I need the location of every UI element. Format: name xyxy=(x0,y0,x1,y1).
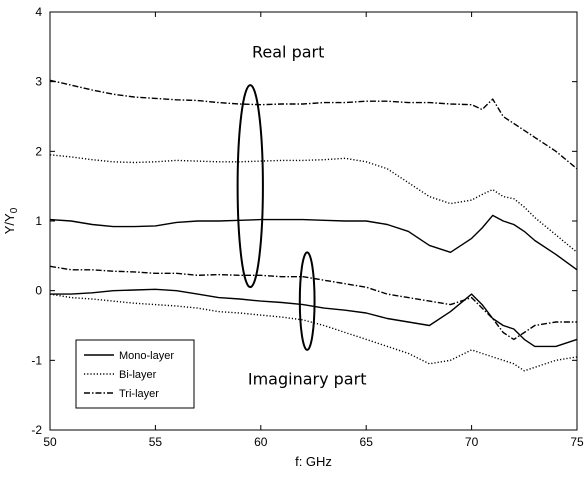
x-tick-label: 65 xyxy=(360,435,374,449)
ellipse-real xyxy=(236,84,264,289)
legend-label-bi: Bi-layer xyxy=(119,369,157,381)
series-line-mono-layer-imaginary xyxy=(50,288,578,348)
x-tick-label: 70 xyxy=(465,435,479,449)
tick-layer: 50 55 60 65 70 75 -2 -1 0 1 2 3 4 xyxy=(31,5,584,449)
series-line-tri-layer-real xyxy=(49,79,578,170)
series-line-bi-layer-imaginary xyxy=(49,293,578,372)
legend-label-tri: Tri-layer xyxy=(119,388,159,400)
y-axis-title: Y/Y0 xyxy=(2,207,20,234)
series-line-tri-layer-imaginary xyxy=(49,265,577,341)
legend-box xyxy=(75,339,195,409)
y-tick-label: 3 xyxy=(35,75,42,89)
ellipse-imaginary xyxy=(298,251,316,351)
series-line-bi-layer-real xyxy=(49,154,578,253)
y-axis-title-subscript: 0 xyxy=(9,207,20,213)
x-tick-label: 55 xyxy=(149,435,163,449)
y-tick-label: -2 xyxy=(31,423,42,437)
y-tick-label: 2 xyxy=(35,144,42,158)
legend-label-mono: Mono-layer xyxy=(119,350,174,362)
y-tick-label: -1 xyxy=(31,353,42,367)
series-line-mono-layer-real xyxy=(49,214,578,271)
x-axis-title: f: GHz xyxy=(295,454,332,469)
y-tick-label: 4 xyxy=(35,5,42,19)
annotation-real-part: Real part xyxy=(252,42,324,61)
annotation-imaginary-part: Imaginary part xyxy=(248,370,367,389)
ellipse-layer xyxy=(236,84,316,351)
y-tick-label: 1 xyxy=(35,214,42,228)
series-layer xyxy=(49,79,578,372)
x-tick-label: 75 xyxy=(570,435,584,449)
y-axis-title-main: Y/Y xyxy=(2,213,17,234)
legend: Mono-layer Bi-layer Tri-layer xyxy=(75,339,195,409)
y-tick-label: 0 xyxy=(35,284,42,298)
x-tick-label: 50 xyxy=(43,435,57,449)
x-tick-label: 60 xyxy=(254,435,268,449)
